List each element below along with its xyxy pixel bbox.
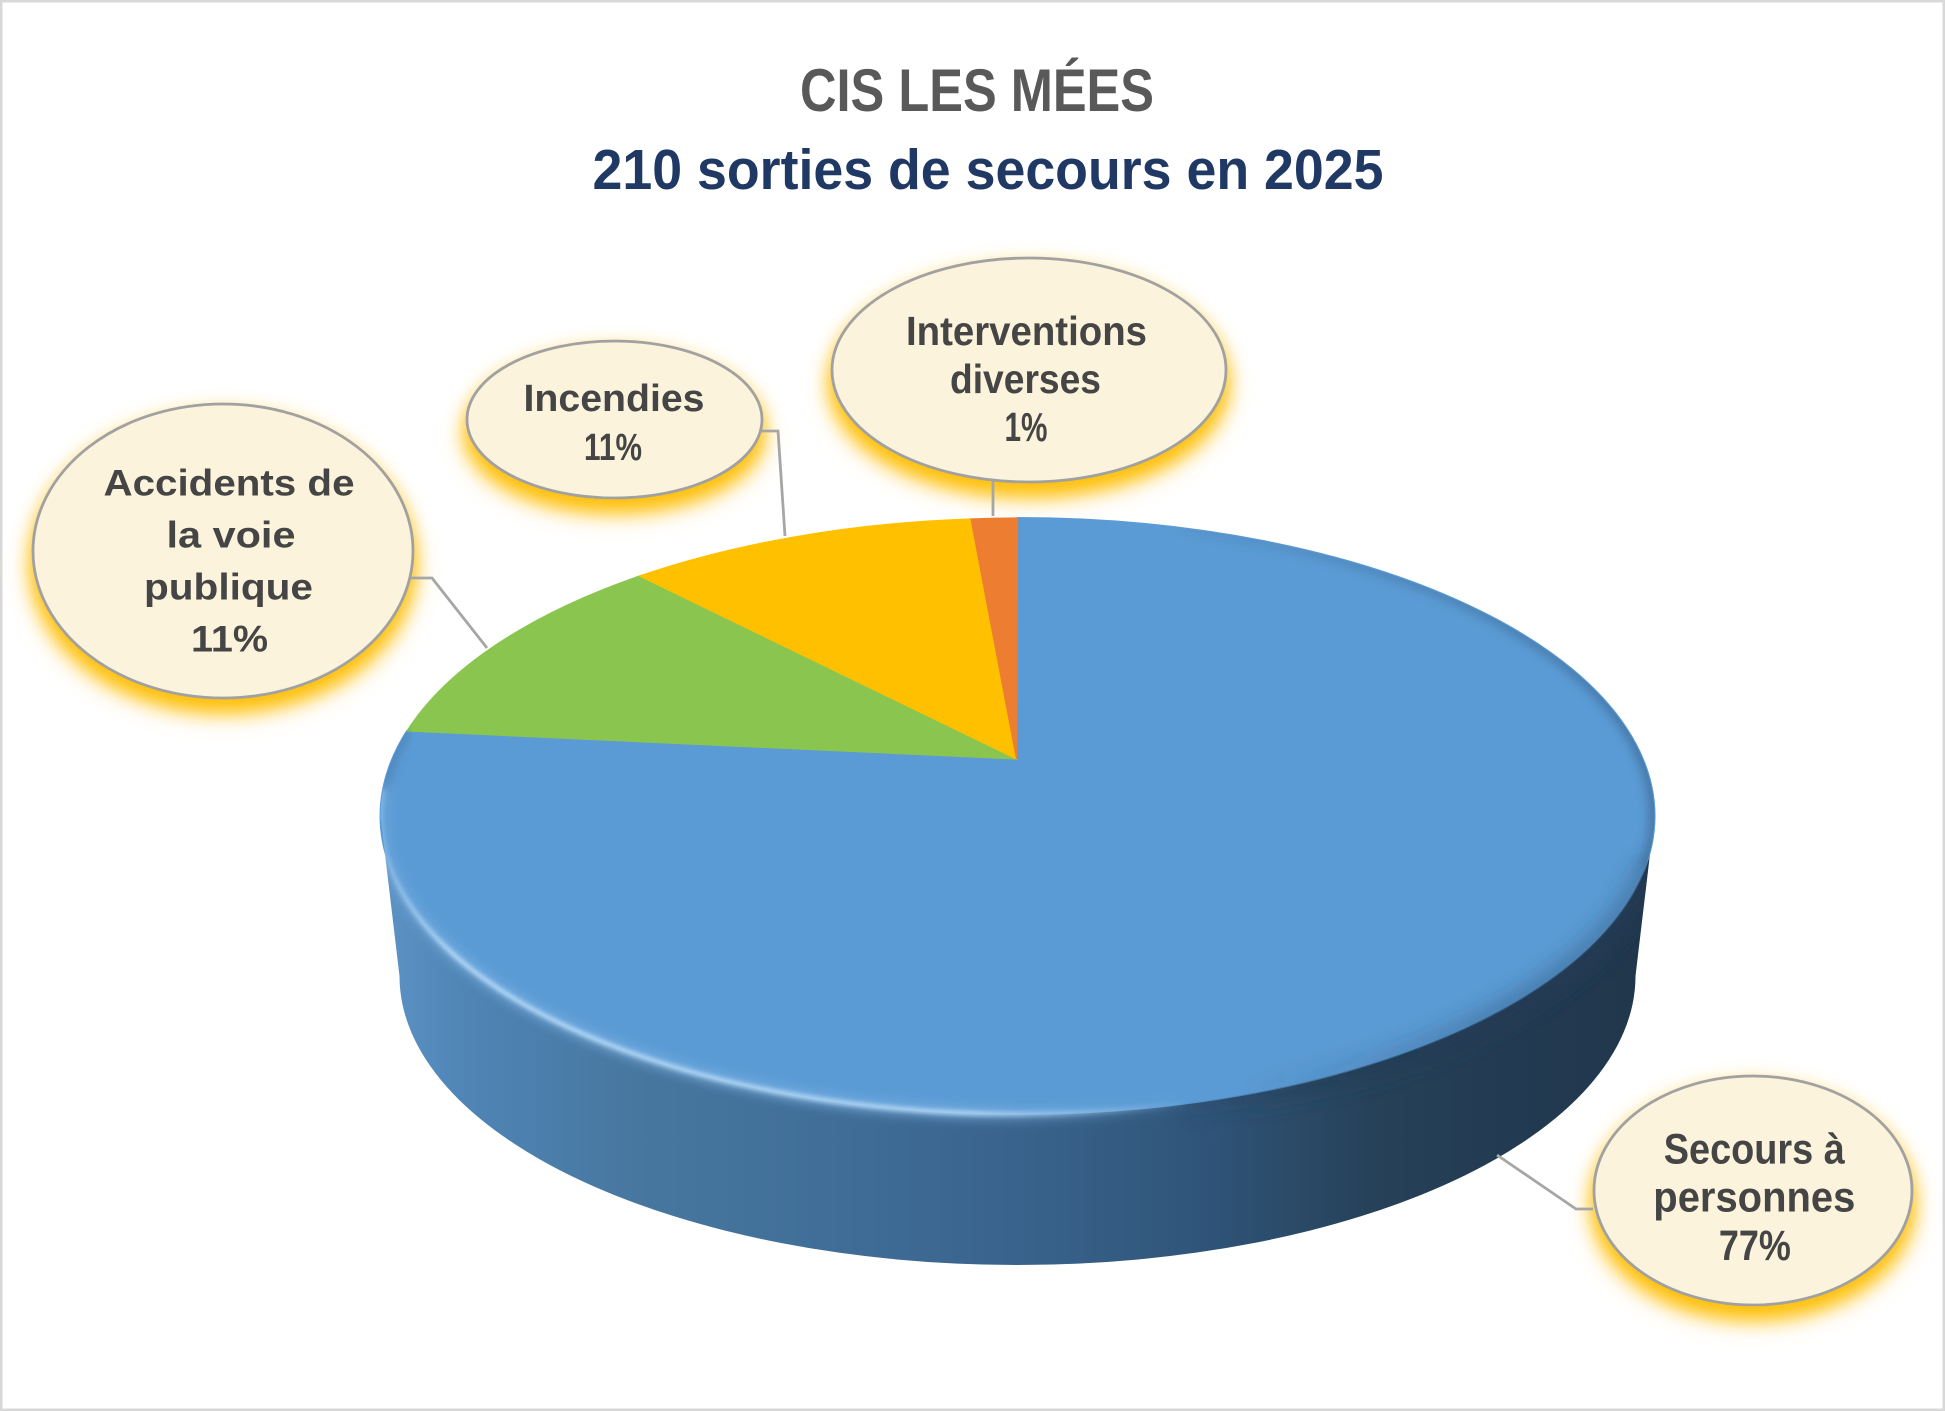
svg-text:personnes: personnes (1653, 1174, 1855, 1222)
svg-text:210 sorties de secours en 2025: 210 sorties de secours en 2025 (593, 138, 1384, 202)
svg-text:1%: 1% (1005, 404, 1048, 450)
svg-text:77%: 77% (1719, 1222, 1791, 1270)
svg-text:11%: 11% (191, 619, 268, 660)
svg-text:publique: publique (144, 567, 313, 608)
svg-text:la voie: la voie (167, 515, 296, 556)
svg-text:diverses: diverses (950, 356, 1101, 402)
svg-text:Accidents de: Accidents de (104, 463, 355, 504)
svg-text:CIS LES MÉES: CIS LES MÉES (800, 57, 1154, 124)
svg-text:Interventions: Interventions (906, 308, 1147, 354)
svg-text:Secours à: Secours à (1664, 1126, 1846, 1174)
svg-text:Incendies: Incendies (524, 378, 705, 420)
svg-text:11%: 11% (584, 427, 642, 469)
